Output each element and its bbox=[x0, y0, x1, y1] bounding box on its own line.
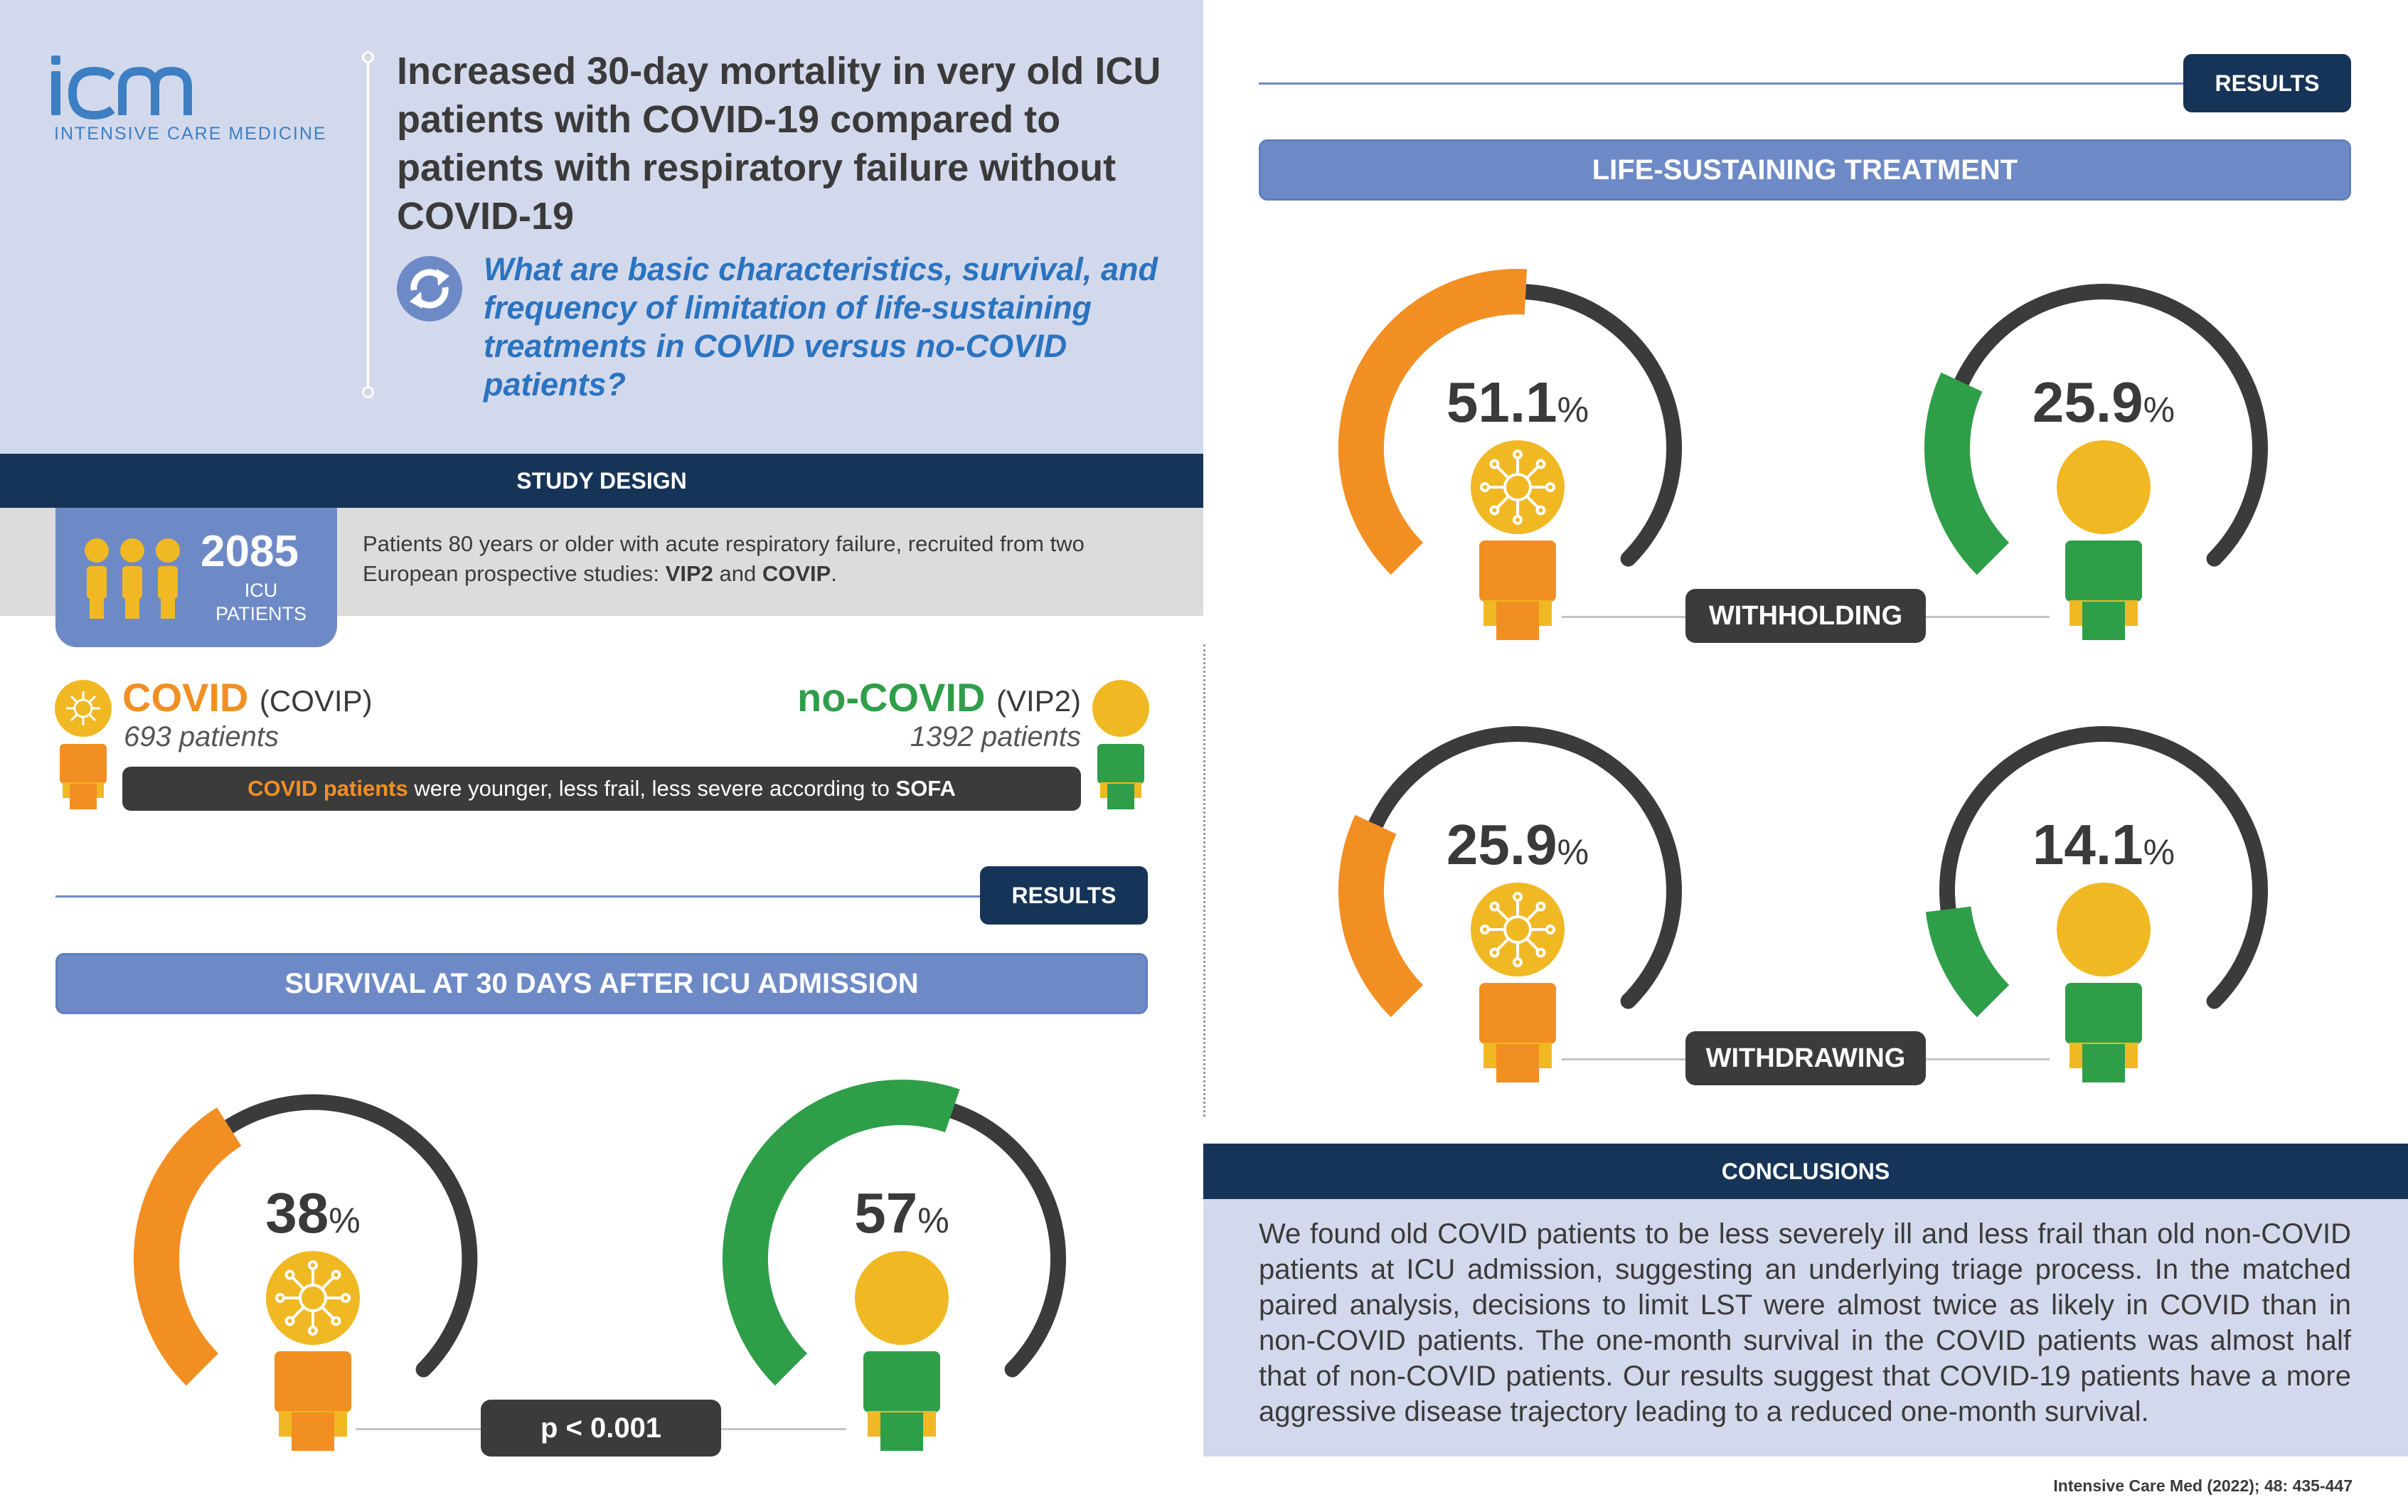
header-divider bbox=[362, 51, 374, 398]
study-design-text: Patients 80 years or older with acute re… bbox=[363, 531, 1085, 586]
withdrawing-covid-gauge-track bbox=[1368, 726, 1682, 1009]
withholding-nocovid-gauge-arc bbox=[1924, 372, 2010, 575]
patient-count-label: ICU PATIENTS bbox=[215, 580, 307, 624]
patient-count: 2085 bbox=[201, 527, 299, 576]
withholding-pill: WITHHOLDING bbox=[1685, 589, 1926, 643]
withdrawing-nocovid-gauge-track bbox=[1939, 726, 2268, 1009]
withdrawing-pill: WITHDRAWING bbox=[1685, 1031, 1926, 1085]
person-icon bbox=[2057, 883, 2151, 1082]
withholding-covid-gauge-track bbox=[1518, 284, 1683, 567]
patient-count-box: 2085 ICU PATIENTS bbox=[55, 508, 337, 647]
survival-covid-gauge-value: 38% bbox=[265, 1181, 361, 1245]
survival-nocovid-gauge bbox=[722, 1080, 1066, 1451]
withholding-covid-gauge bbox=[1338, 269, 1683, 640]
withdrawing-nocovid-gauge bbox=[1925, 726, 2268, 1082]
withdrawing-covid-gauge-value: 25.9% bbox=[1446, 813, 1589, 876]
withholding-nocovid-gauge-value: 25.9% bbox=[2032, 371, 2175, 434]
conclusions-heading: CONCLUSIONS bbox=[1203, 1144, 2408, 1199]
p-value-pill: p < 0.001 bbox=[481, 1400, 721, 1457]
question-exchange-icon bbox=[397, 256, 462, 321]
citation: Intensive Care Med (2022); 48: 435-447 bbox=[2053, 1476, 2353, 1495]
withdrawing-covid-gauge bbox=[1338, 726, 1682, 1082]
virus-person-icon bbox=[1471, 440, 1565, 640]
header-panel: INTENSIVE CARE MEDICINE Increased 30-day… bbox=[0, 0, 1203, 454]
icm-logo bbox=[51, 55, 192, 120]
person-icon bbox=[855, 1251, 949, 1451]
page-title: Increased 30-day mortality in very old I… bbox=[397, 50, 1161, 238]
results-tag-right: RESULTS bbox=[2183, 54, 2351, 112]
person-icon bbox=[2057, 440, 2151, 640]
withdrawing-nocovid-gauge-arc bbox=[1925, 905, 2010, 1018]
withdrawing-covid-gauge-arc bbox=[1338, 814, 1424, 1018]
research-question: What are basic characteristics, survival… bbox=[484, 251, 1158, 403]
results-tag-left: RESULTS bbox=[980, 866, 1148, 925]
logo-text: INTENSIVE CARE MEDICINE bbox=[54, 124, 327, 144]
lst-title: LIFE-SUSTAINING TREATMENT bbox=[1259, 139, 2351, 201]
survival-covid-gauge bbox=[133, 1094, 478, 1451]
covid-group-title: COVID (COVIP) bbox=[122, 675, 373, 720]
results-rule-right bbox=[1259, 82, 2183, 85]
survival-nocovid-gauge-track bbox=[944, 1102, 1066, 1378]
study-vip2: VIP2 bbox=[665, 561, 713, 586]
survival-nocovid-gauge-value: 57% bbox=[854, 1181, 949, 1245]
people-group-icon bbox=[85, 538, 180, 619]
covid-patient-count: 693 patients bbox=[124, 721, 279, 752]
withholding-covid-gauge-value: 51.1% bbox=[1446, 371, 1589, 434]
finding-bar: COVID patients were younger, less frail,… bbox=[122, 767, 1081, 811]
nocovid-person-icon bbox=[1092, 680, 1149, 809]
withholding-nocovid-gauge bbox=[1924, 284, 2268, 640]
conclusions-text: We found old COVID patients to be less s… bbox=[1259, 1218, 2351, 1427]
withdrawing-nocovid-gauge-value: 14.1% bbox=[2032, 813, 2175, 876]
study-design-heading: STUDY DESIGN bbox=[0, 454, 1203, 508]
survival-covid-gauge-arc bbox=[133, 1107, 242, 1386]
survival-nocovid-gauge-arc bbox=[722, 1080, 960, 1386]
study-covip: COVIP bbox=[762, 561, 831, 586]
nocovid-patient-count: 1392 patients bbox=[910, 721, 1081, 752]
column-separator bbox=[1203, 644, 1205, 1117]
virus-person-icon bbox=[1471, 883, 1565, 1082]
withholding-nocovid-gauge-track bbox=[1954, 284, 2268, 567]
conclusions-box bbox=[1203, 1199, 2408, 1457]
survival-covid-gauge-track bbox=[221, 1094, 478, 1378]
covid-person-icon bbox=[55, 680, 112, 809]
virus-person-icon bbox=[266, 1251, 360, 1451]
nocovid-group-title: no-COVID (VIP2) bbox=[797, 675, 1081, 720]
results-rule-left bbox=[55, 895, 980, 898]
withholding-covid-gauge-arc bbox=[1338, 269, 1528, 575]
survival-title: SURVIVAL AT 30 DAYS AFTER ICU ADMISSION bbox=[55, 953, 1148, 1014]
